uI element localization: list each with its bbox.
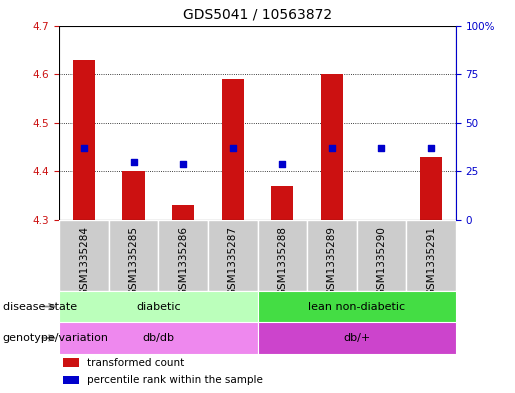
Bar	[258, 220, 307, 291]
Point	[278, 160, 286, 167]
Text: GSM1335289: GSM1335289	[327, 226, 337, 296]
Bar	[420, 157, 442, 220]
Bar	[221, 79, 244, 220]
Title: GDS5041 / 10563872: GDS5041 / 10563872	[183, 7, 332, 22]
Bar	[109, 220, 159, 291]
Bar	[321, 74, 343, 220]
Point	[80, 145, 88, 151]
Point	[328, 145, 336, 151]
Text: GSM1335286: GSM1335286	[178, 226, 188, 296]
Point	[427, 145, 435, 151]
Text: db/db: db/db	[142, 333, 175, 343]
Text: db/+: db/+	[343, 333, 370, 343]
Bar	[63, 376, 79, 384]
Bar	[258, 291, 456, 322]
Bar	[73, 60, 95, 220]
Point	[377, 145, 386, 151]
Bar	[159, 220, 208, 291]
Text: GSM1335290: GSM1335290	[376, 226, 386, 296]
Bar	[406, 220, 456, 291]
Text: GSM1335284: GSM1335284	[79, 226, 89, 296]
Bar	[59, 26, 456, 220]
Text: lean non-diabetic: lean non-diabetic	[308, 301, 405, 312]
Point	[229, 145, 237, 151]
Bar	[59, 220, 109, 291]
Point	[179, 160, 187, 167]
Bar	[208, 220, 258, 291]
Text: percentile rank within the sample: percentile rank within the sample	[87, 375, 263, 385]
Bar	[59, 322, 258, 354]
Text: GSM1335285: GSM1335285	[129, 226, 139, 296]
Bar	[123, 171, 145, 220]
Text: GSM1335288: GSM1335288	[277, 226, 287, 296]
Bar	[271, 186, 294, 220]
Text: genotype/variation: genotype/variation	[3, 333, 109, 343]
Text: GSM1335291: GSM1335291	[426, 226, 436, 296]
Bar	[258, 322, 456, 354]
Text: disease state: disease state	[3, 301, 77, 312]
Text: transformed count: transformed count	[87, 358, 184, 367]
Point	[129, 158, 138, 165]
Text: diabetic: diabetic	[136, 301, 181, 312]
Bar	[59, 291, 258, 322]
Text: GSM1335287: GSM1335287	[228, 226, 238, 296]
Bar	[307, 220, 356, 291]
Bar	[63, 358, 79, 367]
Bar	[356, 220, 406, 291]
Bar	[172, 206, 194, 220]
